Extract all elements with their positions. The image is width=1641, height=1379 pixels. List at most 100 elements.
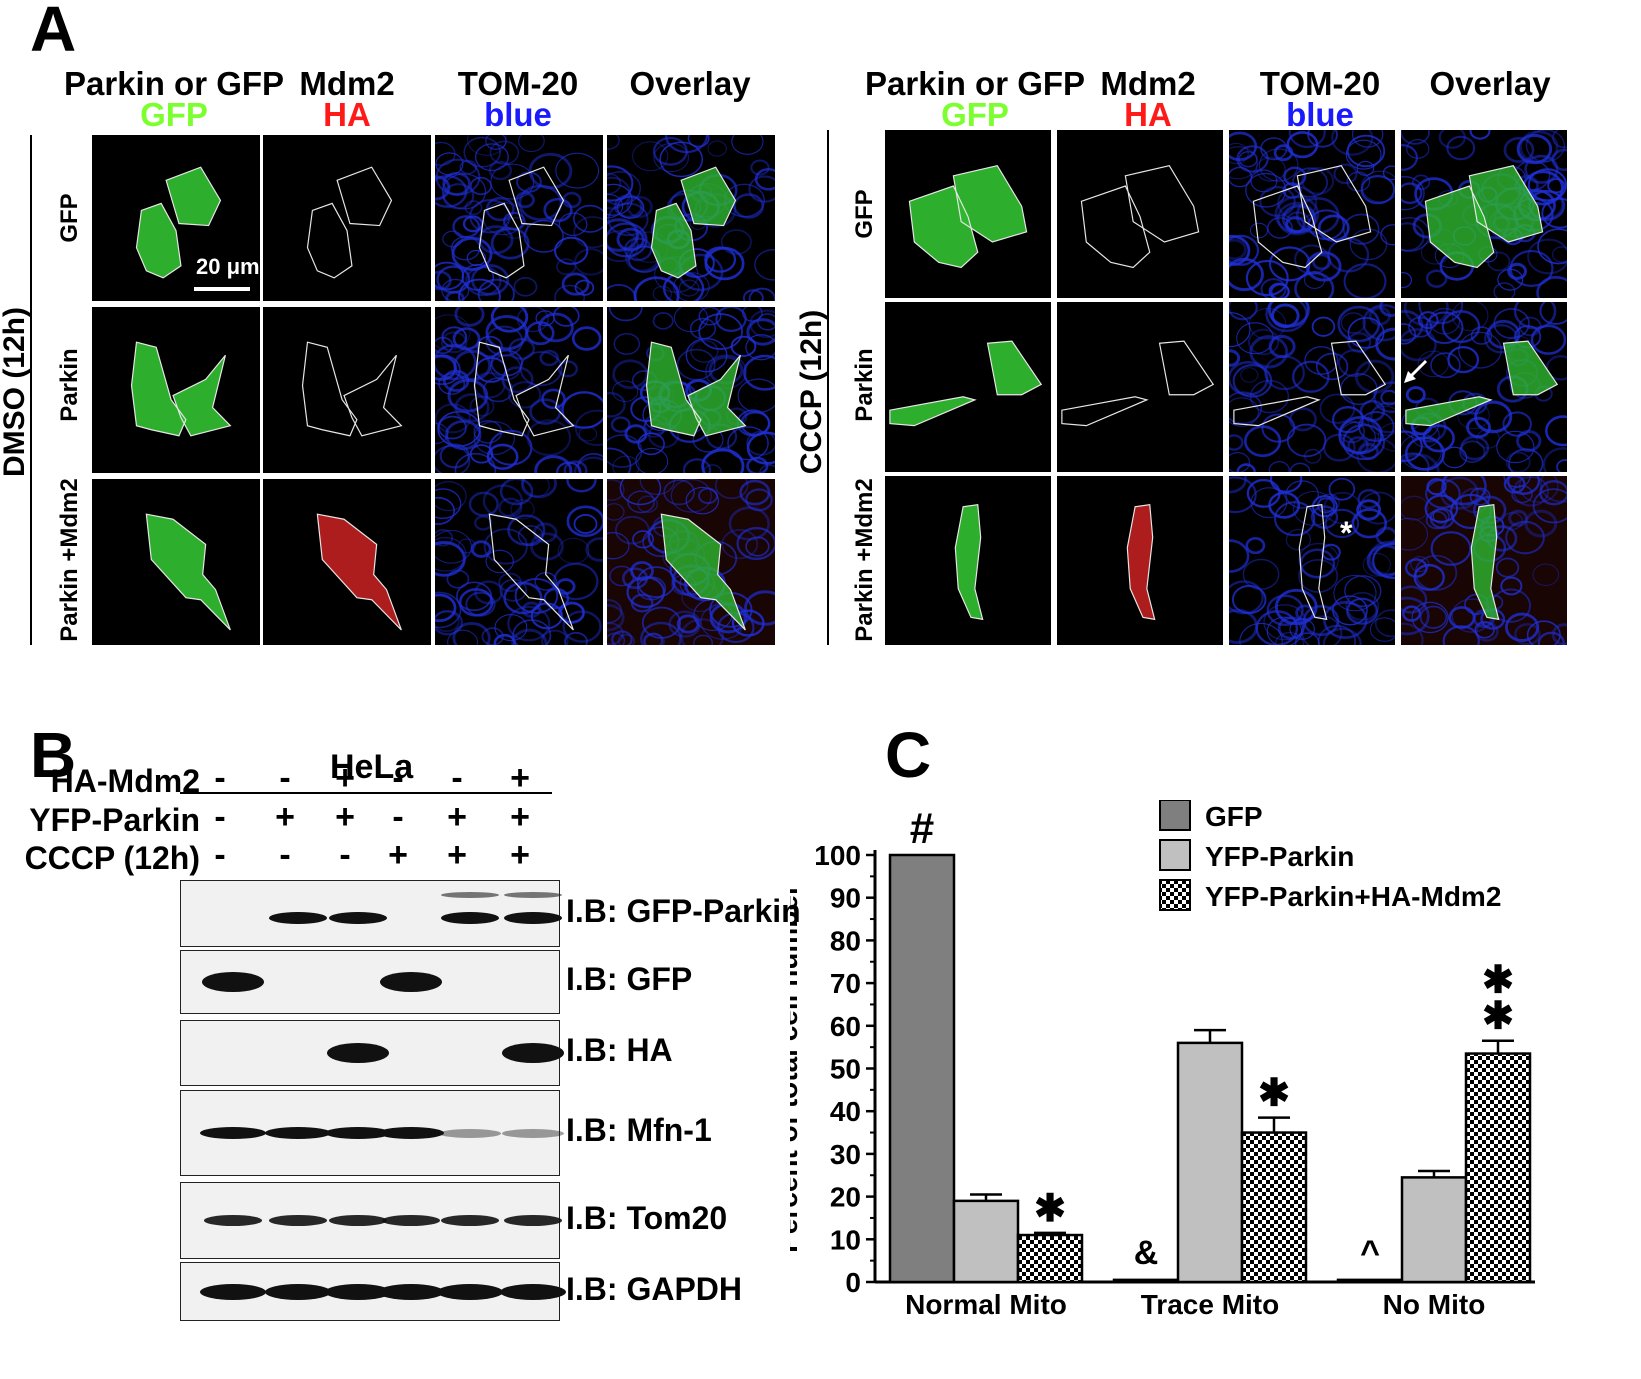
treatment-label: HA-Mdm2 (50, 763, 200, 799)
treatment-sign: + (510, 759, 530, 797)
panel-b-label: B (30, 719, 77, 791)
blot-band (502, 1128, 564, 1138)
column-header-line2: HA (323, 96, 371, 133)
legend-swatch (1159, 839, 1191, 871)
row-label: Parkin (851, 348, 878, 422)
legend-swatch (1159, 879, 1191, 911)
column-header-line1: Parkin or GFP (64, 65, 285, 102)
condition-label-cccp: CCCP (12h) (795, 309, 828, 475)
micrograph-tile (607, 135, 775, 301)
micrograph-tile (263, 135, 431, 301)
treatment-sign: - (214, 798, 226, 836)
blot-band (504, 891, 562, 898)
micrograph-tile (263, 479, 431, 645)
column-header-line1: TOM-20 (1259, 65, 1381, 102)
blot-panel (180, 1090, 564, 1176)
micrograph-tile (1229, 302, 1395, 472)
treatment-sign: + (275, 798, 295, 836)
bar (1336, 1278, 1404, 1284)
y-tick-label: 50 (830, 1054, 861, 1085)
y-tick-label: 90 (830, 883, 861, 914)
row-label: GFP (851, 189, 878, 239)
blot-band (380, 972, 442, 992)
micrograph-tile (607, 479, 775, 645)
scale-bar (194, 287, 250, 291)
blot-band (327, 1043, 389, 1063)
blot-panel (180, 1182, 562, 1259)
annotation: ✱ (1034, 1188, 1066, 1230)
column-header: Mdm2 HA (1038, 67, 1258, 133)
bar-chart: 0 10 20 30 40 50 60 70 80 90 100 Percent of total c… (790, 800, 1535, 1320)
annotation: ✱ (1258, 1073, 1290, 1115)
row-label: Parkin +Mdm2 (851, 478, 878, 642)
blot-band (378, 1283, 444, 1300)
column-header-line2: blue (484, 96, 552, 133)
blot-panel (180, 1262, 566, 1321)
micrograph-tile (885, 476, 1051, 645)
cell-line-label: HeLa (330, 748, 414, 786)
treatment-sign: + (388, 836, 408, 874)
blot-band (265, 1283, 331, 1300)
blot-label: I.B: HA (566, 1032, 673, 1068)
blot-panel (180, 950, 560, 1014)
y-tick-label: 20 (830, 1182, 861, 1213)
y-tick-label: 40 (830, 1096, 861, 1127)
blot-band (441, 911, 499, 924)
bar (1176, 1041, 1244, 1284)
micrograph-tile (435, 307, 603, 473)
micrograph-tile (1229, 476, 1395, 645)
micrograph-tile (263, 307, 431, 473)
treatment-sign: + (510, 836, 530, 874)
divider-left (30, 135, 32, 645)
micrograph-tile (1057, 130, 1223, 298)
blot-band (200, 1127, 266, 1139)
treatment-sign: - (214, 759, 226, 797)
column-header-line1: Overlay (629, 65, 751, 102)
annotation: & (1134, 1234, 1159, 1272)
blot-band (504, 911, 562, 924)
column-header: Overlay (1380, 67, 1600, 100)
treatment-sign: - (214, 836, 226, 874)
blot-band (502, 1043, 564, 1063)
bar (1112, 1278, 1180, 1284)
blot-band (441, 1215, 499, 1226)
blot-label: I.B: GFP (566, 961, 693, 997)
column-header-line2: blue (1286, 96, 1354, 133)
treatment-sign: + (447, 836, 467, 874)
row-label: Parkin (56, 348, 83, 422)
y-tick-label: 70 (830, 968, 861, 999)
panel-a-label: A (30, 0, 77, 65)
blot-panel (180, 880, 562, 947)
treatment-sign: - (392, 759, 404, 797)
blot-band (441, 891, 499, 898)
y-tick-label: 60 (830, 1011, 861, 1042)
legend-swatch (1159, 800, 1191, 831)
blot-band (437, 1283, 503, 1300)
treatment-sign: - (279, 836, 291, 874)
micrograph-tile (885, 130, 1051, 298)
treatment-label: YFP-Parkin (29, 802, 200, 838)
blot-band (329, 911, 387, 924)
treatment-sign: - (279, 759, 291, 797)
blot-label: I.B: Mfn-1 (566, 1112, 712, 1148)
treatment-sign: + (335, 798, 355, 836)
micrograph-tile (1401, 130, 1567, 298)
bar (1240, 1131, 1308, 1284)
legend-label: YFP-Parkin (1205, 841, 1354, 872)
y-tick-label: 30 (830, 1139, 861, 1170)
column-header: Parkin or GFP GFP (865, 67, 1085, 131)
y-tick-label: 80 (830, 925, 861, 956)
column-header-line2: GFP (140, 96, 208, 133)
column-header-line2: HA (1124, 96, 1172, 133)
blot-band (382, 1215, 440, 1226)
annotation: ^ (1360, 1234, 1380, 1272)
y-tick-label: 100 (814, 840, 861, 871)
micrograph-tile (435, 135, 603, 301)
condition-label-dmso: DMSO (12h) (0, 307, 31, 478)
treatment-sign: + (447, 798, 467, 836)
legend-label: GFP (1205, 801, 1263, 832)
micrograph-tile (1057, 302, 1223, 472)
blot-band (204, 1215, 262, 1226)
annotation: # (910, 804, 934, 853)
micrograph-tile (1401, 302, 1567, 472)
